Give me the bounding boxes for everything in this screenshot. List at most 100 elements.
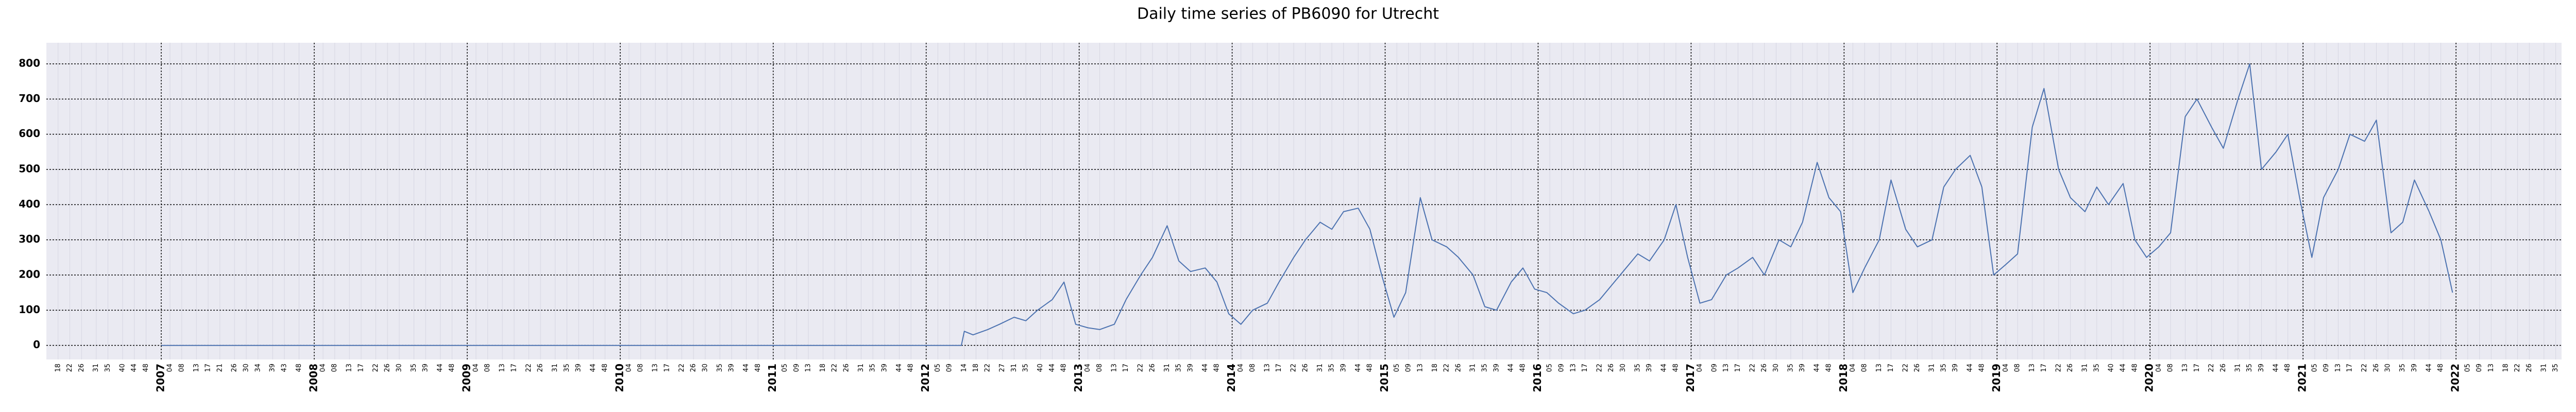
x-minor-tick-label: 22 [2514,364,2521,372]
y-tick-label: 200 [19,268,40,281]
x-minor-tick-label: 22 [525,364,533,372]
x-minor-tick-label: 09 [1557,364,1565,372]
x-minor-tick-label: 05 [1393,364,1401,372]
x-minor-tick-label: 13 [499,364,506,372]
x-minor-tick-label: 21 [216,364,224,372]
x-minor-tick-label: 26 [1913,364,1921,372]
x-minor-tick-label: 44 [1660,364,1668,372]
x-minor-tick-label: 48 [754,364,762,372]
x-minor-tick-label: 22 [1137,364,1145,372]
x-minor-tick-label: 44 [1048,364,1056,372]
x-minor-tick-label: 48 [2437,364,2445,372]
x-minor-tick-label: 35 [716,364,724,372]
x-minor-tick-label: 35 [104,364,112,372]
x-minor-tick-label: 17 [1122,364,1130,372]
x-minor-tick-label: 22 [2055,364,2062,372]
x-minor-tick-label: 35 [2246,364,2253,372]
x-minor-tick-label: 30 [1619,364,1627,372]
x-minor-tick-label: 31 [857,364,865,372]
x-minor-tick-label: 44 [1967,364,1974,372]
x-minor-tick-label: 08 [2167,364,2175,372]
x-tick-label: 2007 [154,364,166,392]
x-minor-tick-label: 08 [1096,364,1104,372]
x-minor-tick-label: 22 [984,364,992,372]
x-minor-tick-label: 04 [1696,364,1704,372]
x-minor-tick-label: 35 [2399,364,2406,372]
x-minor-tick-label: 31 [2081,364,2089,372]
x-minor-tick-label: 48 [1672,364,1680,372]
x-minor-tick-label: 44 [1814,364,1821,372]
x-minor-tick-label: 22 [1596,364,1603,372]
x-tick-label: 2011 [766,364,778,392]
x-minor-tick-label: 26 [537,364,545,372]
x-minor-tick-label: 31 [1010,364,1018,372]
x-minor-tick-label: 39 [1493,364,1500,372]
x-minor-tick-label: 05 [2311,364,2318,372]
x-minor-tick-label: 26 [2372,364,2380,372]
x-minor-tick-label: 48 [1825,364,1833,372]
x-minor-tick-label: 48 [2131,364,2139,372]
x-minor-tick-label: 48 [295,364,303,372]
x-minor-tick-label: 04 [319,364,327,372]
x-minor-tick-label: 17 [663,364,671,372]
x-minor-tick-label: 44 [1507,364,1515,372]
x-minor-tick-label: 13 [1263,364,1271,372]
x-minor-tick-label: 30 [2384,364,2392,372]
x-minor-tick-label: 26 [1148,364,1156,372]
x-minor-tick-label: 31 [551,364,559,372]
x-minor-tick-label: 09 [1710,364,1718,372]
x-minor-tick-label: 22 [1902,364,1909,372]
x-minor-tick-label: 39 [575,364,583,372]
x-minor-tick-label: 26 [2526,364,2533,372]
y-tick-label: 300 [19,233,40,245]
x-minor-tick-label: 35 [1022,364,1030,372]
x-minor-tick-label: 26 [2219,364,2227,372]
x-minor-tick-label: 05 [1546,364,1554,372]
x-tick-label: 2012 [919,364,931,392]
x-minor-tick-label: 39 [269,364,277,372]
x-minor-tick-label: 44 [2272,364,2280,372]
x-minor-tick-label: 08 [1249,364,1257,372]
x-minor-tick-label: 26 [231,364,239,372]
x-minor-tick-label: 44 [1354,364,1362,372]
x-minor-tick-label: 09 [2476,364,2483,372]
x-minor-tick-label: 31 [1928,364,1936,372]
x-minor-tick-label: 08 [2014,364,2022,372]
x-minor-tick-label: 31 [1469,364,1477,372]
x-tick-label: 2009 [460,364,472,392]
chart-title: Daily time series of PB6090 for Utrecht [1137,5,1439,23]
x-minor-tick-label: 04 [1084,364,1092,372]
x-minor-tick-label: 48 [907,364,915,372]
x-minor-tick-label: 26 [78,364,86,372]
x-tick-label: 2016 [1531,364,1544,392]
x-minor-tick-label: 22 [2361,364,2368,372]
x-minor-tick-label: 04 [1237,364,1245,372]
x-minor-tick-label: 39 [880,364,888,372]
x-minor-tick-label: 44 [1201,364,1209,372]
x-minor-tick-label: 17 [2346,364,2354,372]
x-minor-tick-label: 35 [1481,364,1489,372]
x-minor-tick-label: 31 [2540,364,2548,372]
x-tick-label: 2013 [1072,364,1084,392]
x-minor-tick-label: 22 [2208,364,2215,372]
x-tick-label: 2020 [2143,364,2156,392]
x-minor-tick-label: 17 [510,364,518,372]
x-minor-tick-label: 39 [2411,364,2418,372]
x-minor-tick-label: 31 [92,364,100,372]
x-minor-tick-label: 05 [2464,364,2471,372]
x-minor-tick-label: 26 [1760,364,1768,372]
x-minor-tick-label: 08 [178,364,185,372]
x-minor-tick-label: 17 [1887,364,1895,372]
x-tick-label: 2015 [1378,364,1391,392]
x-minor-tick-label: 13 [346,364,353,372]
x-tick-label: 2008 [307,364,319,392]
x-minor-tick-label: 13 [2028,364,2036,372]
x-minor-tick-label: 04 [472,364,480,372]
x-minor-tick-label: 04 [2002,364,2010,372]
x-minor-tick-label: 18 [54,364,62,372]
x-tick-label: 2010 [613,364,625,392]
x-minor-tick-label: 35 [1175,364,1183,372]
x-minor-tick-label: 44 [130,364,138,372]
x-minor-tick-label: 44 [895,364,903,372]
